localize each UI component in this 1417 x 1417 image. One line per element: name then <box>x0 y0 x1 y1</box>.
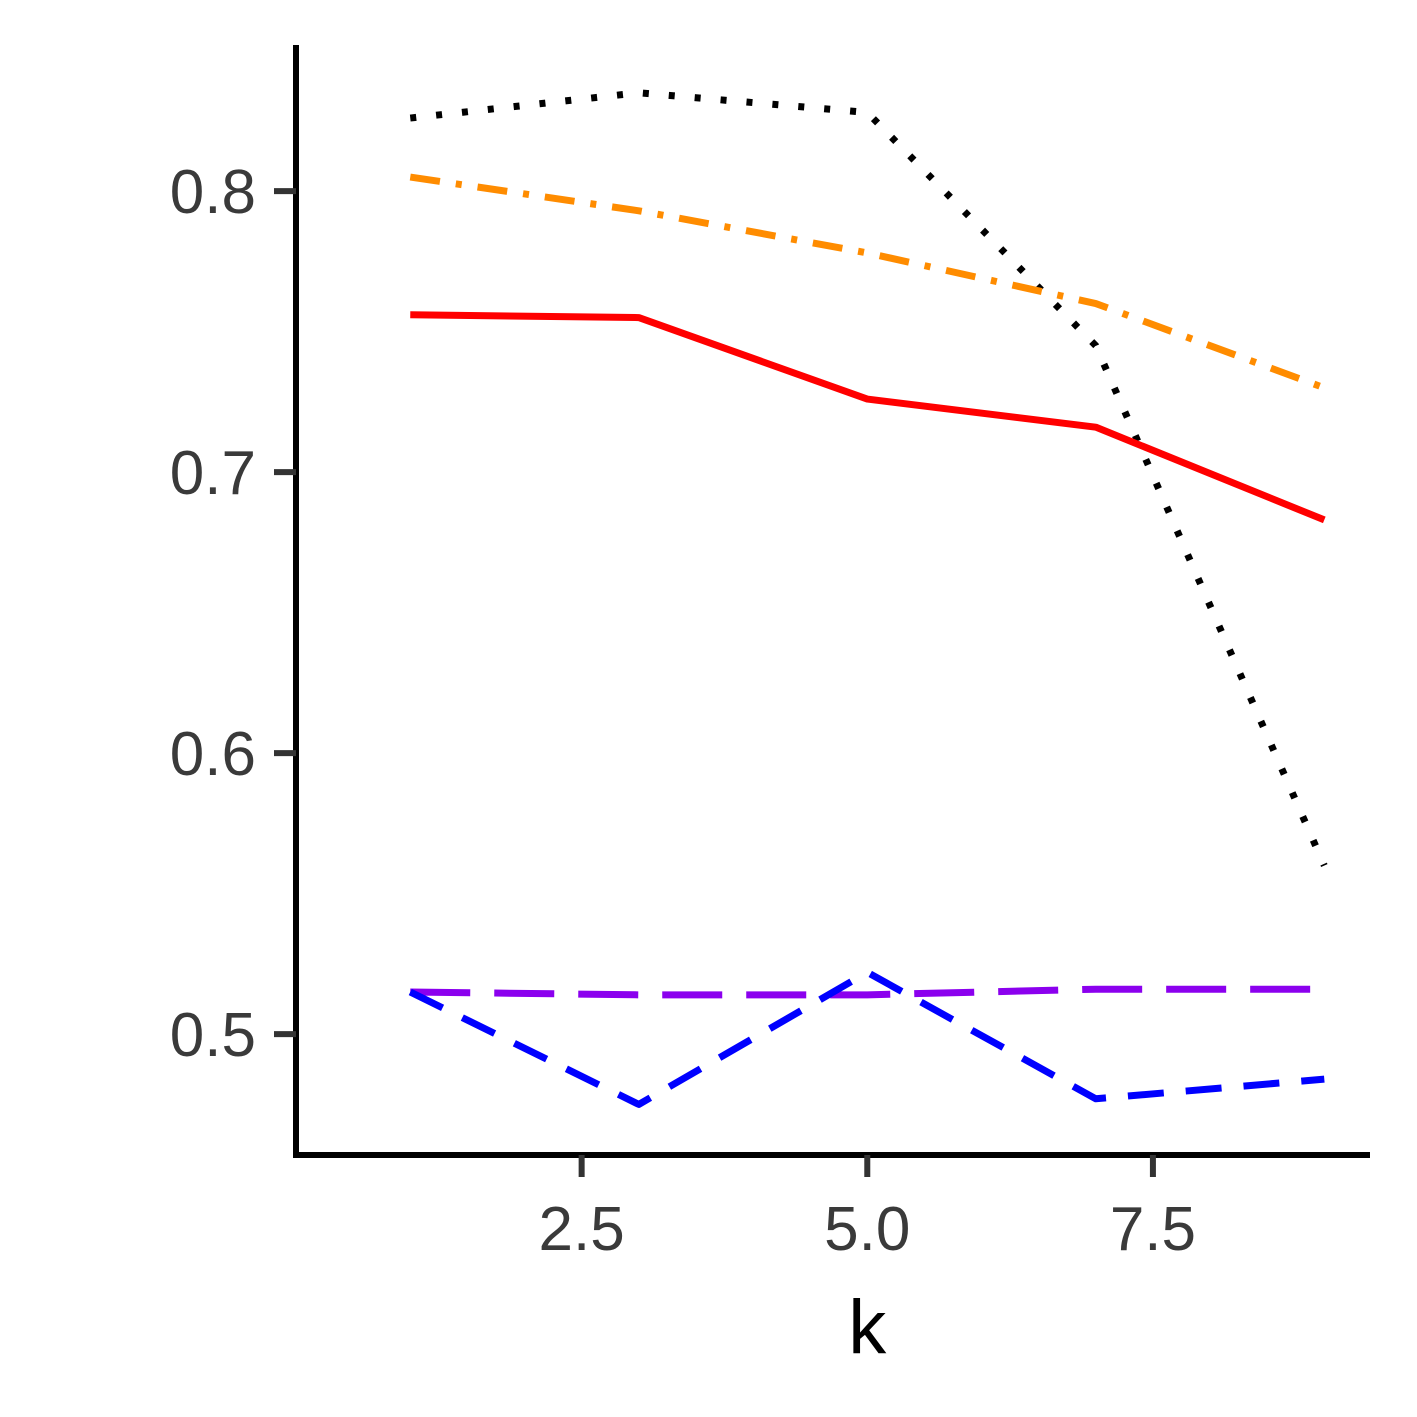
y-tick-label: 0.7 <box>170 439 256 508</box>
series-line-1 <box>409 89 1328 867</box>
y-tick-label: 0.6 <box>170 720 256 789</box>
series-line-2 <box>409 173 1326 392</box>
series-line-4 <box>410 985 1325 999</box>
x-tick-label: 7.5 <box>1110 1195 1196 1264</box>
x-tick-label: 2.5 <box>539 1195 625 1264</box>
axes-layer <box>293 45 1370 1158</box>
ticks-layer: 0.5 0.6 0.7 0.8 2.5 5.0 7.5 <box>170 158 1196 1264</box>
x-tick-label: 5.0 <box>824 1195 910 1264</box>
y-tick-label: 0.5 <box>170 1001 256 1070</box>
series-layer <box>408 89 1328 1108</box>
x-axis-title: k <box>848 1285 887 1370</box>
series-line-3 <box>410 311 1326 524</box>
y-tick-label: 0.8 <box>170 158 256 227</box>
